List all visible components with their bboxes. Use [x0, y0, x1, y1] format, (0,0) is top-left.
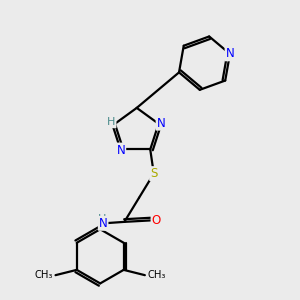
Text: S: S — [150, 167, 158, 180]
Text: CH₃: CH₃ — [35, 270, 53, 280]
Text: H: H — [98, 214, 106, 224]
Text: O: O — [152, 214, 161, 227]
Text: H: H — [107, 117, 116, 127]
Text: N: N — [157, 117, 165, 130]
Text: N: N — [116, 143, 125, 157]
Text: N: N — [99, 217, 107, 230]
Text: CH₃: CH₃ — [147, 270, 166, 280]
Text: N: N — [226, 47, 234, 60]
